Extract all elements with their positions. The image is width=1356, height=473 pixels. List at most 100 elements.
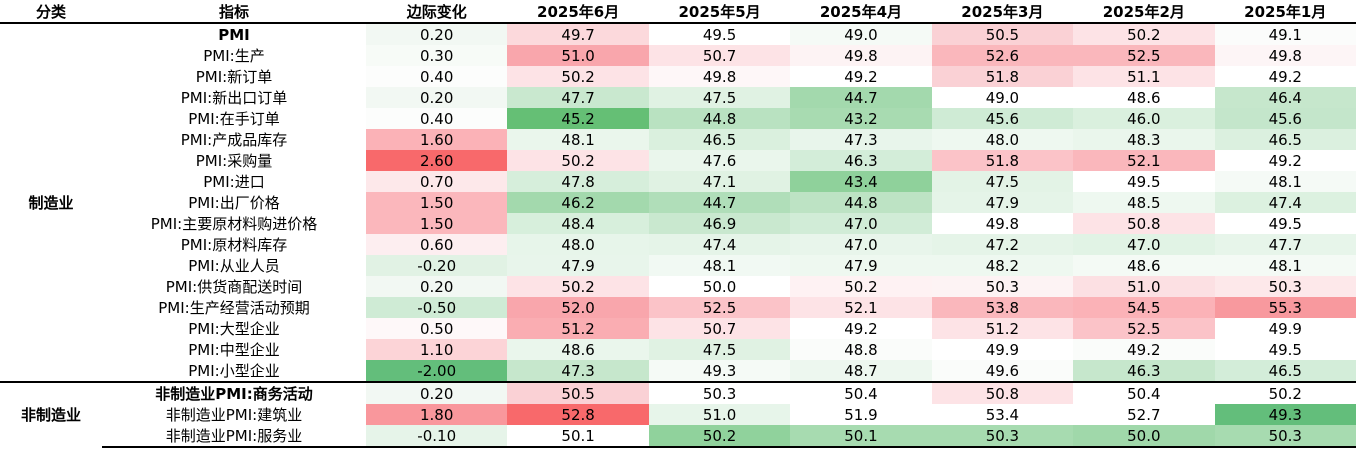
value-cell: 50.2	[648, 425, 791, 448]
table-row: PMI:供货商配送时间 0.20 50.2 50.0 50.2 50.3 51.0 50.3	[0, 276, 1356, 297]
indicator-cell: PMI:生产	[203, 46, 265, 65]
value-cell: 44.7	[790, 87, 932, 108]
value-cell: 46.9	[648, 213, 791, 234]
table-row: PMI:生产经营活动预期 -0.50 52.0 52.5 52.1 53.8 54.5 55.…	[0, 297, 1356, 318]
change-cell: 0.20	[366, 87, 508, 108]
value-cell: 54.5	[1073, 297, 1215, 318]
value-cell: 49.6	[931, 360, 1074, 382]
value-cell: 52.5	[648, 297, 791, 318]
value-cell: 50.3	[1214, 425, 1356, 448]
value-cell: 48.8	[790, 339, 932, 360]
value-cell: 48.6	[1073, 255, 1215, 276]
header-month: 2025年6月	[507, 0, 649, 24]
value-cell: 47.9	[507, 255, 649, 276]
table-row: PMI:新订单 0.40 50.2 49.8 49.2 51.8 51.1 49.2	[0, 66, 1356, 87]
indicator-cell: PMI:采购量	[195, 151, 273, 170]
value-cell: 46.3	[790, 150, 932, 171]
table-body: 制造业 PMI 0.20 49.7 49.5 49.0 50.5 50.2 49.1 PMI:生产…	[0, 22, 1356, 448]
table-row: PMI:大型企业 0.50 51.2 50.7 49.2 51.2 52.5 49.9	[0, 318, 1356, 339]
value-cell: 50.2	[507, 276, 649, 297]
value-cell: 53.8	[931, 297, 1074, 318]
value-cell: 51.9	[790, 404, 932, 425]
value-cell: 47.2	[931, 234, 1074, 255]
value-cell: 50.8	[1073, 213, 1215, 234]
value-cell: 48.1	[648, 255, 791, 276]
value-cell: 49.8	[931, 213, 1074, 234]
value-cell: 50.4	[1073, 381, 1215, 404]
indicator-cell: PMI:出厂价格	[188, 193, 280, 212]
change-cell: 1.50	[366, 192, 508, 213]
value-cell: 49.9	[931, 339, 1074, 360]
indicator-cell: PMI:生产经营活动预期	[158, 298, 310, 317]
value-cell: 49.8	[1214, 45, 1356, 66]
value-cell: 47.0	[790, 234, 932, 255]
value-cell: 48.4	[507, 213, 649, 234]
value-cell: 51.1	[1073, 66, 1215, 87]
value-cell: 49.7	[507, 22, 649, 45]
value-cell: 49.2	[790, 318, 932, 339]
value-cell: 49.3	[1214, 404, 1356, 425]
value-cell: 48.6	[507, 339, 649, 360]
value-cell: 52.8	[507, 404, 649, 425]
table-row: PMI:在手订单 0.40 45.2 44.8 43.2 45.6 46.0 45.6	[0, 108, 1356, 129]
table-row: PMI:出厂价格 1.50 46.2 44.7 44.8 47.9 48.5 47.4	[0, 192, 1356, 213]
value-cell: 47.7	[507, 87, 649, 108]
value-cell: 49.2	[790, 66, 932, 87]
value-cell: 50.3	[648, 381, 791, 404]
indicator-cell: 非制造业PMI:服务业	[102, 425, 366, 448]
value-cell: 47.7	[1214, 234, 1356, 255]
value-cell: 49.8	[790, 45, 932, 66]
value-cell: 50.7	[648, 45, 791, 66]
table-row: PMI:新出口订单 0.20 47.7 47.5 44.7 49.0 48.6 46.4	[0, 87, 1356, 108]
value-cell: 53.4	[931, 404, 1074, 425]
value-cell: 50.3	[1214, 276, 1356, 297]
value-cell: 47.0	[1073, 234, 1215, 255]
value-cell: 49.2	[1214, 66, 1356, 87]
value-cell: 50.2	[1214, 381, 1356, 404]
value-cell: 51.8	[931, 150, 1074, 171]
value-cell: 47.5	[648, 87, 791, 108]
value-cell: 48.6	[1073, 87, 1215, 108]
value-cell: 49.2	[1073, 339, 1215, 360]
value-cell: 46.4	[1214, 87, 1356, 108]
change-cell: -2.00	[366, 360, 508, 382]
indicator-cell: PMI:主要原材料购进价格	[150, 214, 318, 233]
value-cell: 47.0	[790, 213, 932, 234]
value-cell: 52.5	[1073, 318, 1215, 339]
value-cell: 48.3	[1073, 129, 1215, 150]
value-cell: 47.9	[790, 255, 932, 276]
value-cell: 49.5	[1073, 171, 1215, 192]
value-cell: 50.2	[507, 66, 649, 87]
value-cell: 48.5	[1073, 192, 1215, 213]
value-cell: 47.1	[648, 171, 791, 192]
indicator-cell: PMI	[102, 22, 366, 45]
indicator-cell: PMI:新订单	[195, 67, 273, 86]
indicator-cell: 非制造业PMI:建筑业	[165, 405, 303, 424]
table-row: PMI:从业人员 -0.20 47.9 48.1 47.9 48.2 48.6 48.1	[0, 255, 1356, 276]
change-cell: 0.20	[366, 276, 508, 297]
value-cell: 48.0	[507, 234, 649, 255]
table-row: 非制造业PMI:建筑业 1.80 52.8 51.0 51.9 53.4 52.7 49.3	[0, 404, 1356, 425]
header-indicator: 指标	[102, 0, 366, 24]
change-cell: 0.20	[366, 22, 508, 45]
table-row: 非制造业 非制造业PMI:商务活动 0.20 50.5 50.3 50.4 50.8 50.4…	[0, 381, 1356, 447]
value-cell: 51.0	[648, 404, 791, 425]
value-cell: 45.2	[507, 108, 649, 129]
value-cell: 48.2	[931, 255, 1074, 276]
value-cell: 43.4	[790, 171, 932, 192]
value-cell: 50.3	[931, 425, 1074, 448]
value-cell: 47.6	[648, 150, 791, 171]
table-row: PMI:采购量 2.60 50.2 47.6 46.3 51.8 52.1 49.2	[0, 150, 1356, 171]
value-cell: 50.2	[507, 150, 649, 171]
change-cell: 0.70	[366, 171, 508, 192]
value-cell: 50.0	[1073, 425, 1215, 448]
value-cell: 52.0	[507, 297, 649, 318]
value-cell: 46.0	[1073, 108, 1215, 129]
indicator-cell: PMI:小型企业	[188, 361, 280, 380]
table-row: 非制造业PMI:服务业 -0.10 50.1 50.2 50.1 50.3 50.0 50.3	[0, 425, 1356, 448]
value-cell: 49.5	[1214, 339, 1356, 360]
change-cell: 1.60	[366, 129, 508, 150]
value-cell: 52.5	[1073, 45, 1215, 66]
indicator-cell: PMI:供货商配送时间	[165, 277, 303, 296]
header-month: 2025年4月	[790, 0, 932, 24]
